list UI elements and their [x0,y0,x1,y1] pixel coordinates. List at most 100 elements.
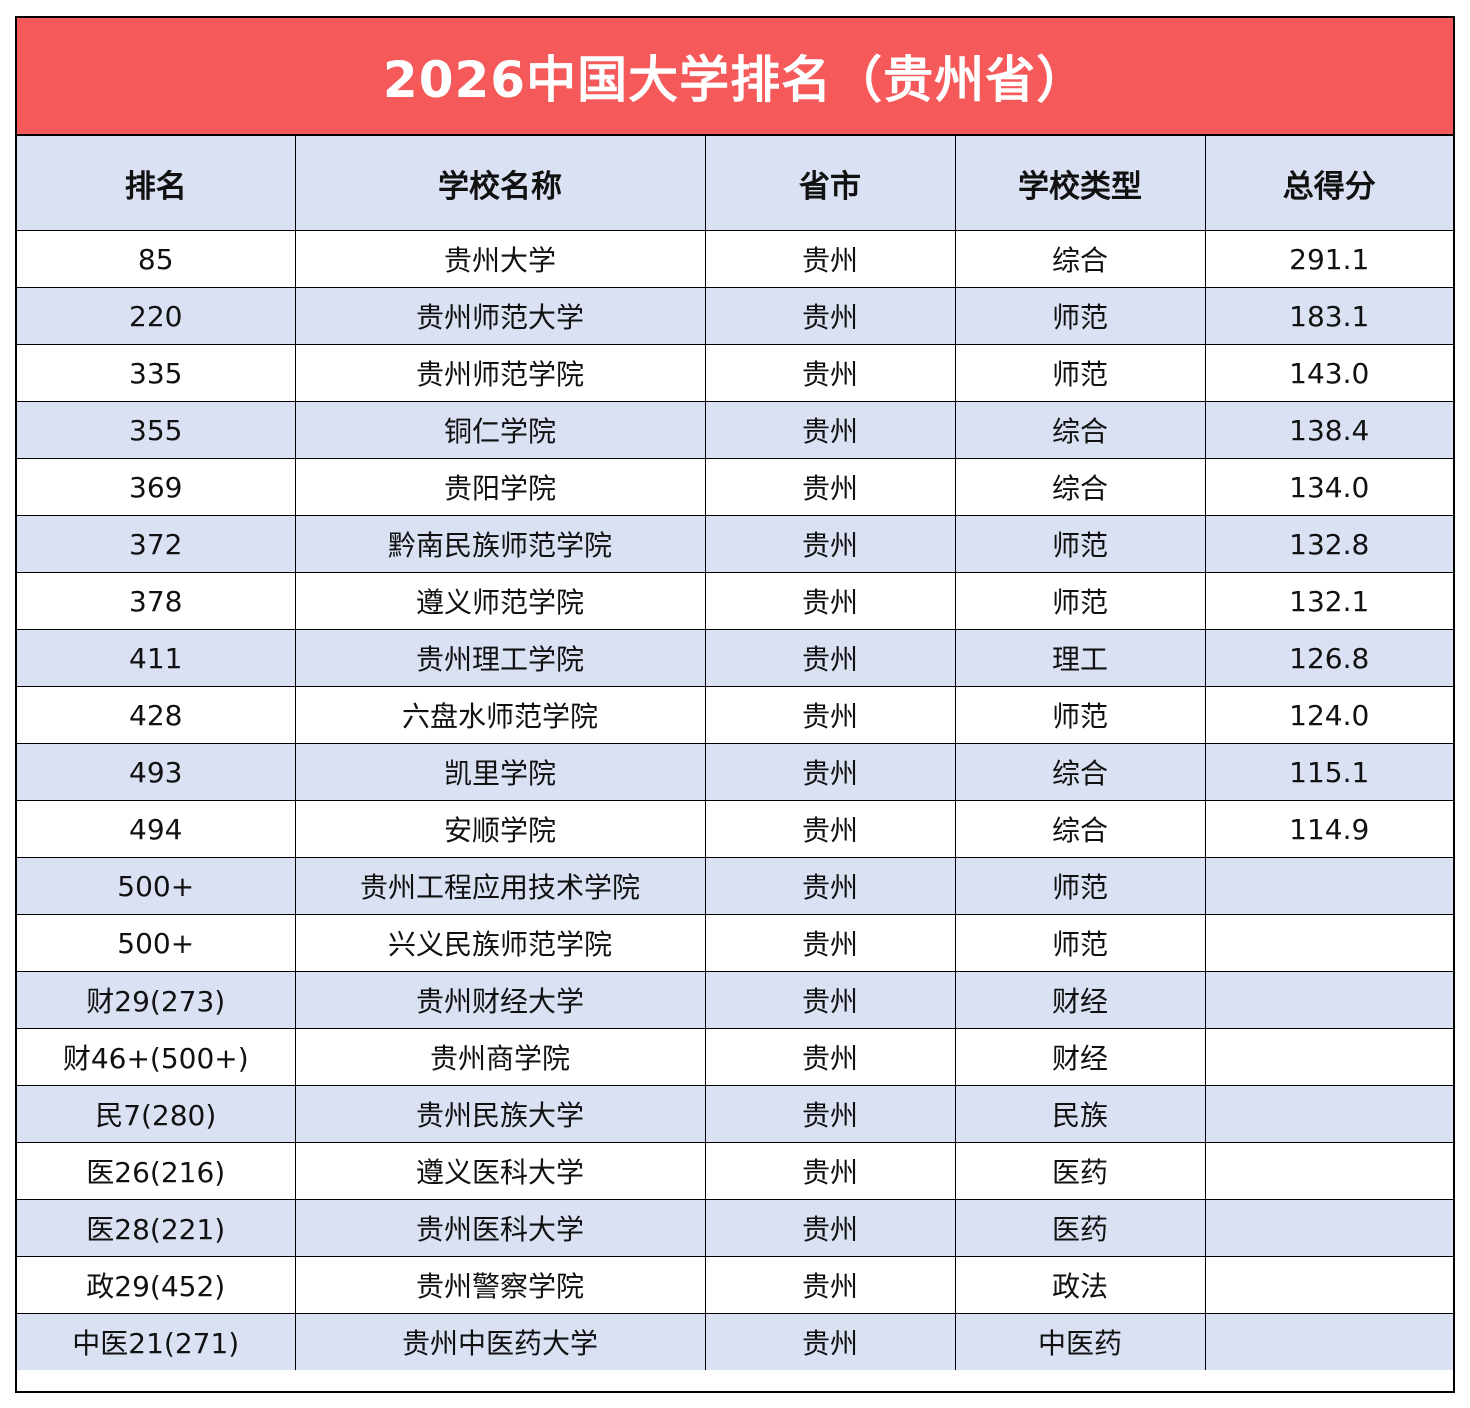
total-score-cell [1204,971,1453,1029]
rank-cell: 378 [17,572,296,630]
table-row: 378 遵义师范学院 贵州 师范 132.1 [17,572,1453,630]
rank-cell: 369 [17,458,296,516]
school-type-cell: 财经 [954,1028,1206,1086]
rank-cell: 财29(273) [17,971,296,1029]
school-name-cell: 贵州理工学院 [294,629,706,687]
table-row: 335 贵州师范学院 贵州 师范 143.0 [17,344,1453,402]
table-row: 财46+(500+) 贵州商学院 贵州 财经 [17,1028,1453,1086]
total-score-cell [1204,1199,1453,1257]
rank-cell: 411 [17,629,296,687]
total-score-cell: 126.8 [1204,629,1453,687]
table-row: 411 贵州理工学院 贵州 理工 126.8 [17,629,1453,687]
total-score-cell: 114.9 [1204,800,1453,858]
province-cell: 贵州 [704,572,956,630]
header-row: 排名 学校名称 省市 学校类型 总得分 [17,136,1453,231]
rank-cell: 372 [17,515,296,573]
school-name-cell: 贵州警察学院 [294,1256,706,1314]
province-cell: 贵州 [704,515,956,573]
school-name-cell: 贵州大学 [294,230,706,288]
province-cell: 贵州 [704,1142,956,1200]
table-row: 500+ 兴义民族师范学院 贵州 师范 [17,914,1453,972]
rank-cell: 220 [17,287,296,345]
table-row: 中医21(271) 贵州中医药大学 贵州 中医药 [17,1313,1453,1370]
table-row: 372 黔南民族师范学院 贵州 师范 132.8 [17,515,1453,573]
table-row: 政29(452) 贵州警察学院 贵州 政法 [17,1256,1453,1314]
province-cell: 贵州 [704,971,956,1029]
school-type-cell: 综合 [954,230,1206,288]
school-type-cell: 师范 [954,287,1206,345]
school-type-cell: 师范 [954,686,1206,744]
rank-cell: 355 [17,401,296,459]
rank-cell: 中医21(271) [17,1313,296,1370]
province-cell: 贵州 [704,629,956,687]
school-type-cell: 中医药 [954,1313,1206,1370]
school-type-cell: 财经 [954,971,1206,1029]
rank-cell: 医28(221) [17,1199,296,1257]
school-name-cell: 贵阳学院 [294,458,706,516]
total-score-cell [1204,1142,1453,1200]
province-cell: 贵州 [704,914,956,972]
province-cell: 贵州 [704,344,956,402]
school-type-cell: 医药 [954,1199,1206,1257]
province-cell: 贵州 [704,1028,956,1086]
school-name-cell: 凯里学院 [294,743,706,801]
school-type-cell: 师范 [954,857,1206,915]
rank-cell: 493 [17,743,296,801]
table-row: 494 安顺学院 贵州 综合 114.9 [17,800,1453,858]
total-score-cell [1204,1256,1453,1314]
total-score-cell [1204,1085,1453,1143]
province-cell: 贵州 [704,458,956,516]
school-name-cell: 贵州工程应用技术学院 [294,857,706,915]
table-row: 369 贵阳学院 贵州 综合 134.0 [17,458,1453,516]
province-cell: 贵州 [704,1085,956,1143]
total-score-cell: 143.0 [1204,344,1453,402]
school-name-cell: 遵义师范学院 [294,572,706,630]
rank-cell: 政29(452) [17,1256,296,1314]
table-row: 355 铜仁学院 贵州 综合 138.4 [17,401,1453,459]
total-score-cell: 291.1 [1204,230,1453,288]
school-type-cell: 师范 [954,515,1206,573]
ranking-table: 排名 学校名称 省市 学校类型 总得分 85 贵州大学 贵州 综合 291.1 220 贵州… [17,136,1453,1370]
table-row: 500+ 贵州工程应用技术学院 贵州 师范 [17,857,1453,915]
school-type-cell: 综合 [954,800,1206,858]
rank-cell: 医26(216) [17,1142,296,1200]
school-type-cell: 师范 [954,914,1206,972]
rank-cell: 500+ [17,914,296,972]
table-row: 民7(280) 贵州民族大学 贵州 民族 [17,1085,1453,1143]
rank-cell: 494 [17,800,296,858]
table-row: 428 六盘水师范学院 贵州 师范 124.0 [17,686,1453,744]
school-name-cell: 兴义民族师范学院 [294,914,706,972]
school-name-cell: 贵州商学院 [294,1028,706,1086]
province-cell: 贵州 [704,743,956,801]
table-body: 85 贵州大学 贵州 综合 291.1 220 贵州师范大学 贵州 师范 183.1 335 贵州师范… [17,230,1453,1370]
school-name-cell: 贵州中医药大学 [294,1313,706,1370]
rank-cell: 民7(280) [17,1085,296,1143]
province-cell: 贵州 [704,230,956,288]
province-cell: 贵州 [704,1256,956,1314]
school-type-cell: 师范 [954,572,1206,630]
total-score-cell [1204,914,1453,972]
total-score-cell: 134.0 [1204,458,1453,516]
table-row: 85 贵州大学 贵州 综合 291.1 [17,230,1453,288]
school-type-cell: 医药 [954,1142,1206,1200]
total-score-cell [1204,857,1453,915]
table-row: 493 凯里学院 贵州 综合 115.1 [17,743,1453,801]
province-cell: 贵州 [704,401,956,459]
rank-cell: 500+ [17,857,296,915]
school-name-cell: 贵州师范学院 [294,344,706,402]
school-name-cell: 黔南民族师范学院 [294,515,706,573]
table-row: 医26(216) 遵义医科大学 贵州 医药 [17,1142,1453,1200]
school-type-cell: 民族 [954,1085,1206,1143]
school-name-cell: 遵义医科大学 [294,1142,706,1200]
total-score-cell [1204,1028,1453,1086]
school-type-cell: 理工 [954,629,1206,687]
school-name-cell: 六盘水师范学院 [294,686,706,744]
rank-cell: 335 [17,344,296,402]
province-cell: 贵州 [704,1313,956,1370]
total-score-cell: 138.4 [1204,401,1453,459]
ranking-sheet: 2026中国大学排名（贵州省） 排名 学校名称 省市 学校类型 总得分 85 贵州… [15,16,1455,1393]
total-score-cell: 124.0 [1204,686,1453,744]
school-name-cell: 贵州财经大学 [294,971,706,1029]
school-name-cell: 贵州师范大学 [294,287,706,345]
school-name-cell: 铜仁学院 [294,401,706,459]
